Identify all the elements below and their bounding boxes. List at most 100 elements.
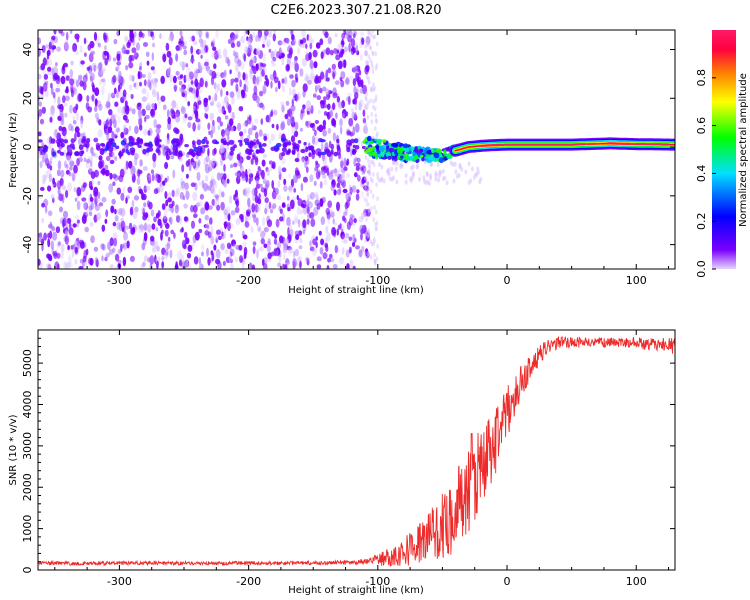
noise-speckle: [172, 169, 176, 179]
noise-speckle: [151, 88, 156, 95]
transition-tail: [441, 176, 445, 182]
noise-speckle: [52, 250, 58, 257]
band-speckle: [320, 139, 326, 143]
noise-speckle: [302, 176, 308, 183]
noise-speckle: [249, 59, 254, 68]
transition-tail: [399, 162, 403, 168]
noise-speckle: [80, 119, 83, 129]
noise-speckle: [125, 160, 129, 170]
noise-speckle: [49, 38, 54, 48]
noise-speckle: [196, 30, 200, 36]
noise-speckle: [374, 222, 377, 227]
noise-speckle: [169, 249, 173, 259]
noise-speckle: [216, 83, 221, 91]
transition-tail: [464, 169, 468, 175]
noise-speckle: [192, 191, 198, 201]
noise-speckle: [309, 240, 312, 247]
noise-speckle: [370, 241, 374, 247]
noise-speckle: [163, 214, 167, 220]
noise-speckle: [346, 172, 350, 179]
noise-speckle: [101, 85, 105, 96]
noise-speckle: [48, 210, 53, 217]
noise-speckle: [62, 227, 66, 234]
transition-blob: [367, 135, 372, 142]
noise-speckle: [72, 43, 77, 52]
noise-speckle: [353, 172, 358, 178]
noise-speckle: [140, 223, 144, 233]
noise-speckle: [188, 71, 194, 80]
noise-speckle: [152, 89, 157, 98]
noise-speckle: [98, 103, 103, 111]
noise-speckle: [55, 226, 61, 234]
noise-speckle: [282, 264, 286, 269]
noise-speckle: [58, 30, 64, 34]
noise-speckle: [242, 72, 246, 81]
noise-speckle: [273, 109, 278, 116]
noise-speckle: [62, 210, 69, 219]
transition-blob: [411, 157, 417, 161]
noise-speckle: [71, 248, 75, 259]
noise-speckle: [221, 191, 225, 198]
noise-speckle: [161, 256, 165, 261]
noise-speckle: [262, 85, 267, 95]
noise-speckle: [325, 244, 329, 252]
noise-speckle: [351, 185, 357, 193]
noise-speckle: [78, 266, 84, 269]
noise-speckle: [131, 173, 136, 183]
noise-speckle: [182, 61, 187, 67]
noise-speckle: [375, 226, 378, 231]
noise-speckle: [168, 56, 173, 66]
noise-speckle: [285, 37, 290, 45]
noise-speckle: [247, 116, 252, 125]
noise-speckle: [355, 123, 360, 133]
noise-speckle: [47, 254, 53, 261]
carrier-line: [449, 137, 675, 157]
noise-speckle: [309, 192, 315, 200]
x-tick-label: 0: [504, 274, 511, 287]
noise-speckle: [254, 118, 259, 124]
noise-speckle: [130, 165, 136, 176]
noise-speckle: [339, 257, 344, 265]
noise-speckle: [237, 59, 242, 67]
noise-speckle: [201, 64, 206, 70]
noise-speckle: [370, 206, 373, 211]
noise-speckle: [131, 75, 135, 82]
noise-speckle: [262, 53, 266, 63]
noise-speckle: [367, 79, 371, 85]
noise-speckle: [201, 39, 207, 47]
noise-speckle: [324, 31, 329, 39]
noise-speckle: [343, 46, 348, 53]
noise-speckle: [346, 158, 350, 166]
noise-speckle: [133, 52, 139, 59]
noise-speckle: [297, 47, 301, 55]
noise-speckle: [122, 186, 126, 195]
band-speckle: [111, 142, 117, 148]
noise-speckle: [220, 88, 223, 97]
noise-speckle: [224, 115, 229, 120]
noise-speckle: [347, 34, 352, 43]
noise-speckle: [228, 254, 232, 263]
noise-speckle: [313, 136, 319, 146]
noise-speckle: [171, 100, 177, 109]
noise-speckle: [120, 244, 125, 249]
noise-speckle: [301, 57, 307, 67]
noise-speckle: [302, 83, 308, 93]
transition-tail: [438, 170, 442, 175]
noise-speckle: [155, 258, 158, 263]
noise-speckle: [134, 195, 139, 201]
noise-speckle: [97, 191, 101, 199]
noise-speckle: [367, 54, 371, 60]
noise-speckle: [250, 226, 254, 234]
noise-speckle: [134, 224, 139, 231]
noise-speckle: [38, 235, 43, 243]
band-speckle: [215, 141, 220, 145]
noise-speckle: [362, 109, 366, 117]
noise-speckle: [201, 251, 204, 257]
noise-speckle: [258, 129, 263, 137]
band-speckle: [142, 148, 147, 155]
noise-speckle: [118, 70, 121, 80]
noise-speckle: [213, 50, 219, 60]
noise-speckle: [334, 33, 338, 38]
transition-tail: [453, 161, 457, 167]
noise-speckle: [143, 79, 147, 87]
